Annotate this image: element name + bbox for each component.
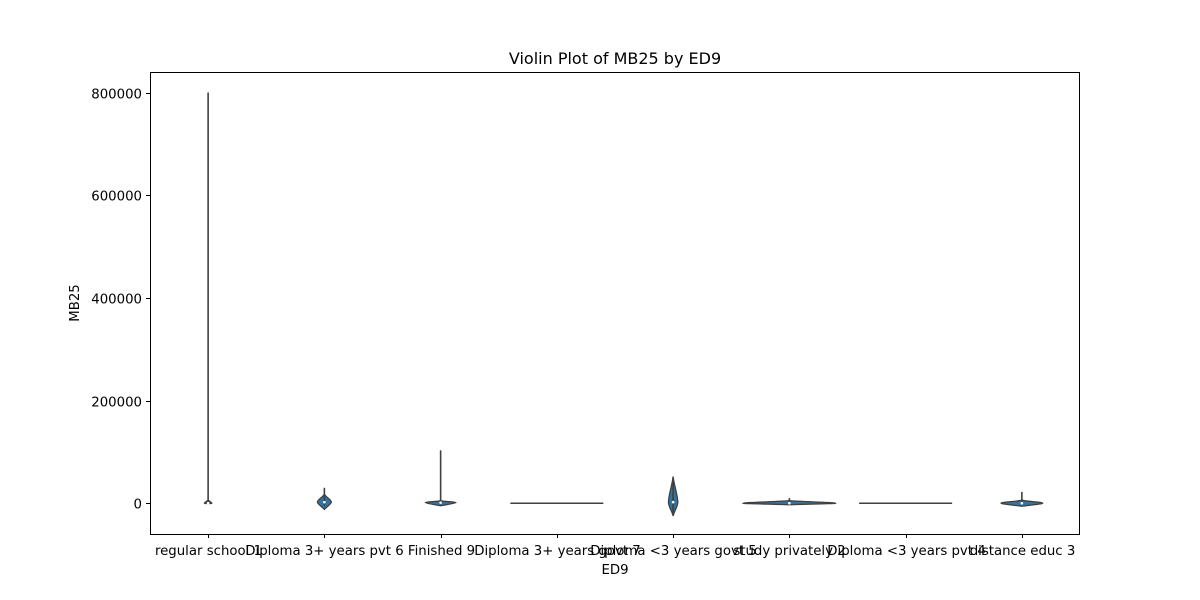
x-tick-label: Finished 9 bbox=[408, 544, 475, 559]
x-axis-label: ED9 bbox=[601, 563, 628, 578]
y-axis: 0 200000 400000 600000 800000 bbox=[91, 88, 150, 513]
y-axis-label: MB25 bbox=[68, 284, 83, 322]
x-tick-label: Diploma 3+ years pvt 6 bbox=[245, 544, 403, 559]
x-tick-label: study privately 2 bbox=[733, 544, 845, 559]
violin bbox=[742, 498, 837, 506]
violin-median bbox=[671, 500, 675, 504]
plot-frame bbox=[150, 72, 1080, 535]
y-tick-label: 400000 bbox=[91, 293, 142, 308]
x-tick-label: Diploma 3+ years govt 7 bbox=[474, 544, 641, 559]
y-tick-label: 600000 bbox=[91, 190, 142, 205]
violin-median bbox=[1020, 501, 1024, 505]
violin-median bbox=[788, 501, 791, 505]
y-tick-label: 800000 bbox=[91, 88, 142, 103]
x-tick-label: Diploma <3 years pvt 4 bbox=[827, 544, 985, 559]
violin-median bbox=[439, 501, 442, 504]
violin bbox=[1000, 491, 1044, 507]
violins-group bbox=[203, 92, 1044, 517]
y-tick-label: 200000 bbox=[91, 396, 142, 411]
violin bbox=[424, 450, 457, 507]
chart-title: Violin Plot of MB25 by ED9 bbox=[509, 49, 721, 68]
violin-median bbox=[206, 501, 210, 505]
violin bbox=[203, 92, 213, 505]
x-tick-label: regular school 1 bbox=[155, 544, 262, 559]
violin bbox=[316, 487, 333, 511]
x-tick-label: distance educ 3 bbox=[970, 544, 1076, 559]
violin-median bbox=[323, 500, 326, 504]
x-tick-label: Diploma <3 years govt 5 bbox=[590, 544, 757, 559]
y-tick-label: 0 bbox=[134, 498, 142, 513]
violin bbox=[667, 476, 679, 517]
